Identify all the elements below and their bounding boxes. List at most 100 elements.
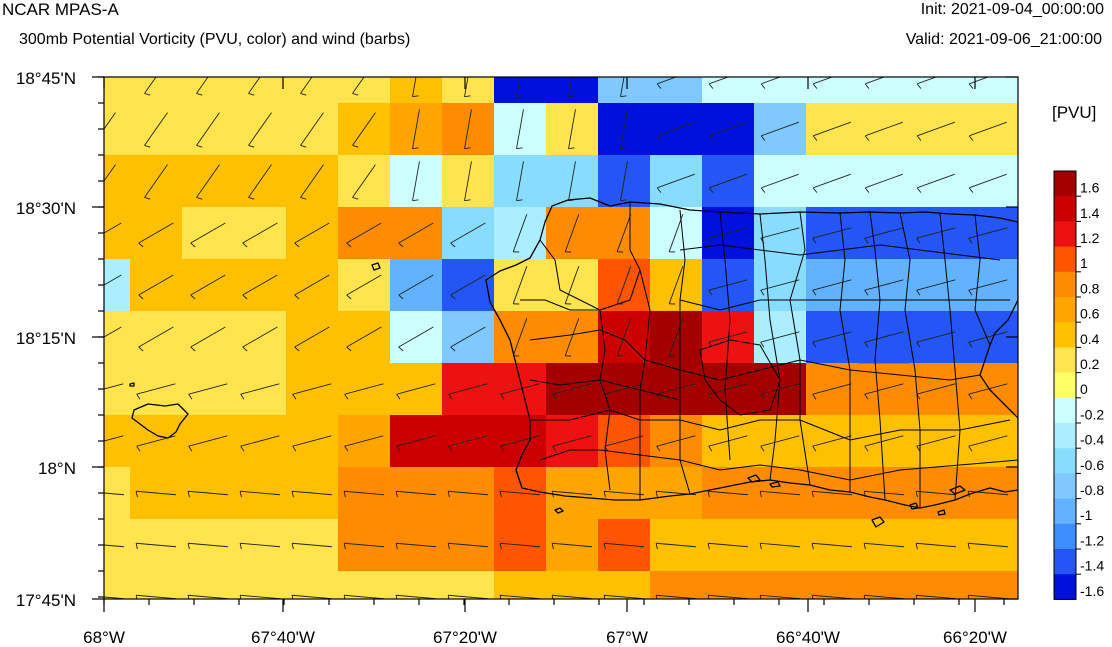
mona-island [131, 403, 189, 439]
colorbar-label: -0.2 [1080, 406, 1104, 422]
lon-label: 66°40'W [776, 628, 840, 647]
lat-label: 18°15'N [16, 329, 76, 348]
wind-barb [759, 490, 800, 498]
pv-cell [182, 77, 235, 104]
wind-barb [343, 594, 384, 599]
colorbar-label: 1.2 [1080, 230, 1100, 246]
lat-label: 18°30'N [16, 199, 76, 218]
south-cays [554, 474, 966, 516]
wind-barb [352, 77, 365, 96]
lat-label: 18°45'N [16, 69, 76, 88]
pv-cell [286, 77, 339, 104]
axis-ticks [92, 76, 1018, 612]
wind-barb [863, 594, 904, 599]
wind-barb [346, 274, 382, 300]
wind-barb [395, 490, 436, 498]
wind-barb [968, 173, 1007, 193]
wind-barb [242, 274, 278, 300]
colorbar-segment [1054, 574, 1076, 600]
wind-barb [512, 266, 528, 305]
colorbar-label: -1.2 [1080, 532, 1104, 548]
wind-barb [190, 274, 226, 300]
wind-barb [916, 279, 956, 296]
wind-barb [655, 594, 696, 599]
pv-cell [858, 571, 911, 599]
wind-barb [708, 121, 747, 141]
wind-barb [656, 435, 696, 452]
lon-labels: 68°W 67°40'W 67°20'W 67°W 66°40'W 66°20'W [83, 628, 1007, 647]
wind-barb [447, 490, 488, 498]
wind-barb [916, 435, 956, 452]
wind-barb [291, 490, 332, 498]
colorbar-segment [1054, 423, 1076, 449]
wind-barb [864, 383, 904, 400]
wind-barb [916, 173, 955, 193]
pv-cell [806, 77, 859, 104]
wind-barb [136, 383, 176, 400]
pv-cell [104, 155, 131, 208]
pv-cell [104, 259, 131, 312]
wind-barb [292, 383, 332, 400]
pv-cell [390, 571, 443, 599]
lon-label: 67°40'W [251, 628, 315, 647]
colorbar-segment [1054, 196, 1076, 222]
wind-barb [512, 214, 528, 253]
colorbar-segment [1054, 246, 1076, 273]
pv-cell [598, 77, 651, 104]
wind-barb [450, 326, 486, 352]
lon-label: 67°W [606, 628, 648, 647]
wind-barb [655, 542, 696, 550]
wind-barb [500, 435, 540, 452]
lat-label: 18°N [38, 459, 76, 478]
wind-barb [967, 594, 1008, 599]
wind-barb [239, 594, 280, 599]
wind-barb [248, 164, 272, 200]
wind-barb [344, 435, 384, 452]
wind-barb [343, 542, 384, 550]
pv-cell [104, 415, 131, 468]
pv-cell [130, 77, 183, 104]
wind-barb [812, 173, 851, 193]
pv-cell [598, 571, 651, 599]
wind-barb [144, 112, 168, 148]
wind-barb [603, 490, 644, 498]
wind-barb [346, 222, 382, 248]
colorbar-segment [1054, 549, 1076, 575]
colorbar-segment [1054, 397, 1076, 424]
wind-barb [616, 318, 632, 357]
wind-barb [395, 542, 436, 550]
wind-barb [707, 542, 748, 550]
pv-cell [754, 571, 807, 599]
wind-barb [864, 121, 903, 141]
wind-barb [104, 274, 122, 286]
wind-barb [104, 383, 124, 390]
pv-cell [1014, 77, 1018, 104]
wind-barb [398, 222, 434, 248]
wind-barb [447, 594, 488, 599]
wind-barb [352, 112, 376, 148]
wind-barb [864, 227, 904, 244]
pv-cell [104, 207, 131, 260]
plot-frame [103, 76, 1019, 600]
wind-barb [291, 594, 332, 599]
wind-barb [812, 227, 852, 244]
wind-barb [864, 77, 886, 89]
wind-barb [707, 490, 748, 498]
colorbar-units: [PVU] [1052, 103, 1097, 122]
wind-barb [242, 222, 278, 248]
wind-barb [915, 490, 956, 498]
wind-barb [343, 490, 384, 498]
wind-barb [447, 542, 488, 550]
wind-barb [760, 435, 800, 452]
wind-barb [240, 435, 280, 452]
wind-barb [499, 490, 540, 498]
wind-barb [104, 326, 122, 338]
wind-barb [603, 542, 644, 550]
desecheo-island [371, 262, 381, 271]
wind-barb [104, 435, 124, 442]
wind-barb [344, 383, 384, 400]
colorbar-segment [1054, 271, 1076, 298]
wind-barb [300, 77, 313, 96]
wind-barb [916, 227, 956, 244]
